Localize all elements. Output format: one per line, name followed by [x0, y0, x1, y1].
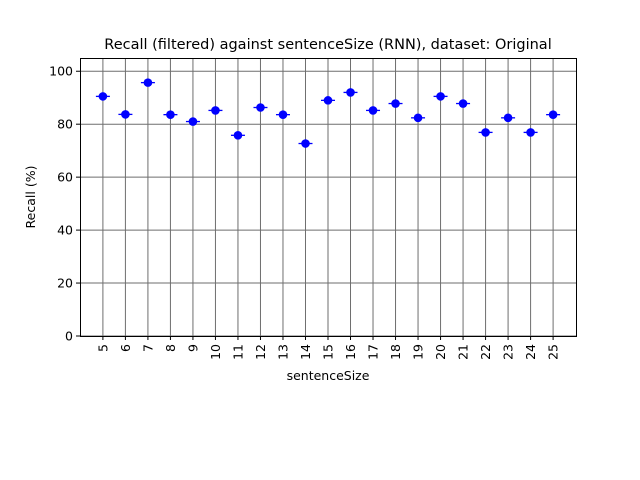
data-point — [188, 117, 198, 126]
x-axis: 5 6 7 8 9 10 11 12 13 14 15 16 17 18 19 20 21 22 23 24 25 — [95, 336, 561, 360]
x-tick-label: 16 — [343, 344, 358, 360]
data-point — [391, 99, 400, 108]
y-tick-label: 40 — [57, 223, 73, 238]
y-tick-label: 100 — [49, 64, 73, 79]
x-tick-label: 10 — [208, 344, 223, 360]
x-tick-label: 7 — [140, 344, 155, 352]
data-point — [481, 128, 490, 137]
data-point — [436, 92, 445, 101]
data-point — [503, 113, 513, 123]
x-tick-label: 24 — [523, 344, 538, 360]
x-tick-label: 15 — [321, 344, 336, 360]
data-point — [301, 139, 310, 148]
y-tick-label: 80 — [57, 117, 73, 132]
x-tick-label: 12 — [253, 344, 268, 360]
x-tick-label: 18 — [388, 344, 403, 360]
x-tick-label: 5 — [95, 344, 110, 352]
y-tick-label: 20 — [57, 276, 73, 291]
x-tick-label: 8 — [163, 344, 178, 352]
data-point — [256, 103, 265, 112]
x-tick-label: 11 — [230, 344, 245, 360]
data-point — [368, 106, 378, 115]
x-tick-label: 23 — [501, 344, 516, 360]
data-point — [323, 96, 333, 105]
x-tick-label: 13 — [275, 344, 290, 360]
x-tick-label: 14 — [298, 344, 313, 360]
x-tick-label: 9 — [185, 344, 200, 352]
y-tick-label: 0 — [65, 329, 73, 344]
data-point — [526, 128, 535, 137]
data-point — [121, 110, 130, 119]
data-point — [98, 92, 108, 101]
y-axis-label: Recall (%) — [23, 166, 38, 229]
x-axis-label: sentenceSize — [287, 368, 370, 383]
data-point — [211, 106, 220, 115]
y-tick-label: 60 — [57, 170, 73, 185]
y-axis: 0 20 40 60 80 100 — [49, 64, 80, 344]
x-tick-label: 22 — [478, 344, 493, 360]
x-tick-label: 25 — [546, 344, 561, 360]
data-point — [143, 78, 153, 87]
chart-title: Recall (filtered) against sentenceSize (… — [104, 37, 551, 53]
x-tick-label: 6 — [118, 344, 133, 352]
x-tick-label: 19 — [411, 344, 426, 360]
data-point — [346, 88, 355, 97]
data-point — [166, 110, 175, 119]
data-point — [413, 113, 423, 123]
x-tick-label: 21 — [456, 344, 471, 360]
data-point — [548, 110, 558, 119]
data-point — [233, 131, 243, 140]
x-tick-label: 20 — [433, 344, 448, 360]
data-point — [458, 99, 468, 108]
x-tick-label: 17 — [366, 344, 381, 360]
data-points — [95, 78, 561, 148]
data-point — [278, 110, 288, 119]
